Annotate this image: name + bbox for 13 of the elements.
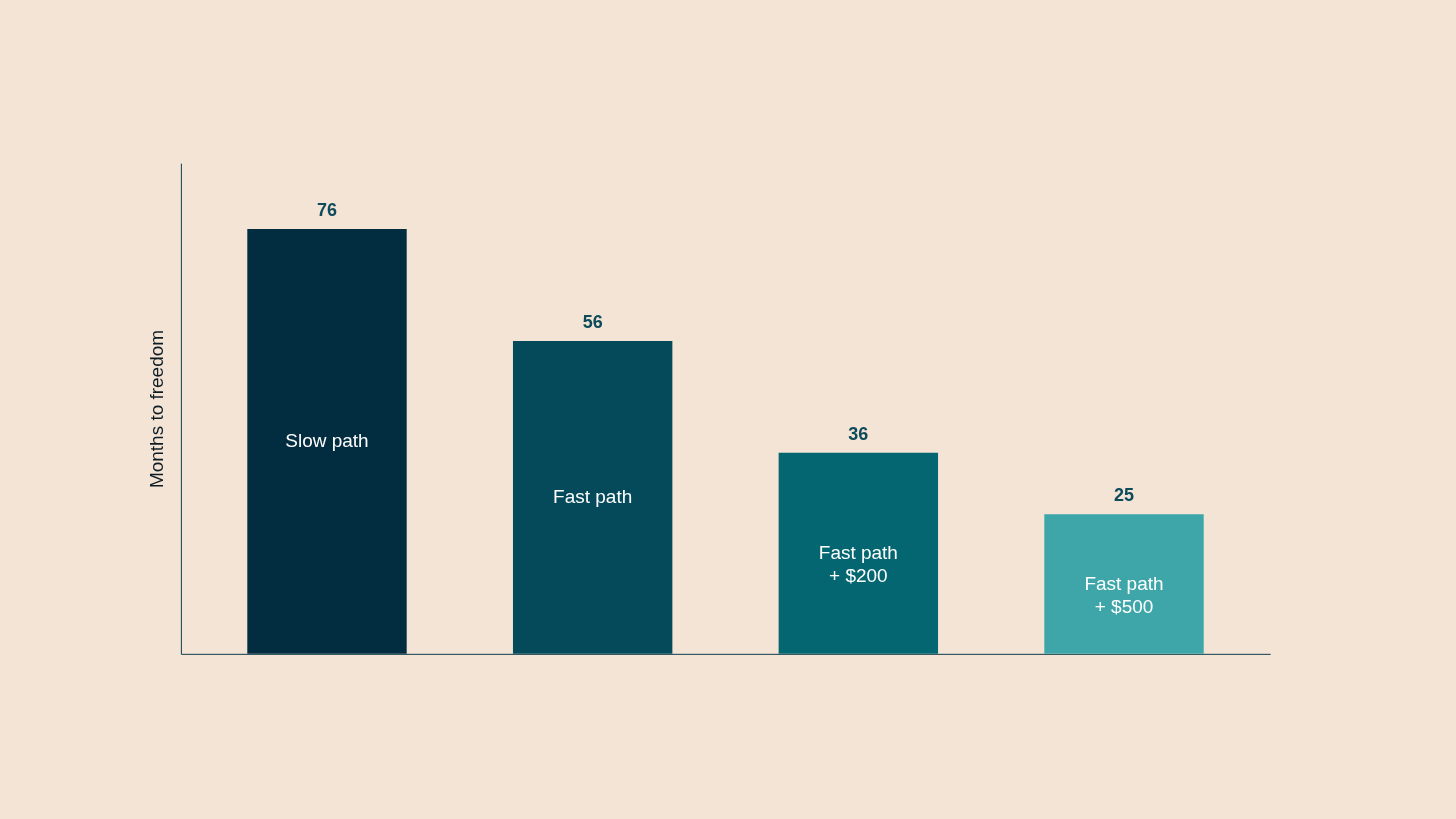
y-axis-title: Months to freedom (146, 329, 168, 489)
x-tick-label: Fast path (553, 486, 633, 508)
data-label: 76 (316, 200, 337, 221)
bar (1044, 514, 1204, 654)
bar (512, 340, 673, 654)
data-label: 56 (582, 311, 603, 332)
bar (247, 229, 407, 654)
data-label: 36 (848, 423, 869, 444)
x-tick-label: Fast path + $500 (1084, 572, 1164, 617)
x-tick-label: Fast path + $200 (818, 542, 898, 587)
data-label: 25 (1114, 485, 1135, 506)
x-tick-label: Slow path (285, 430, 369, 452)
bar (778, 452, 939, 654)
